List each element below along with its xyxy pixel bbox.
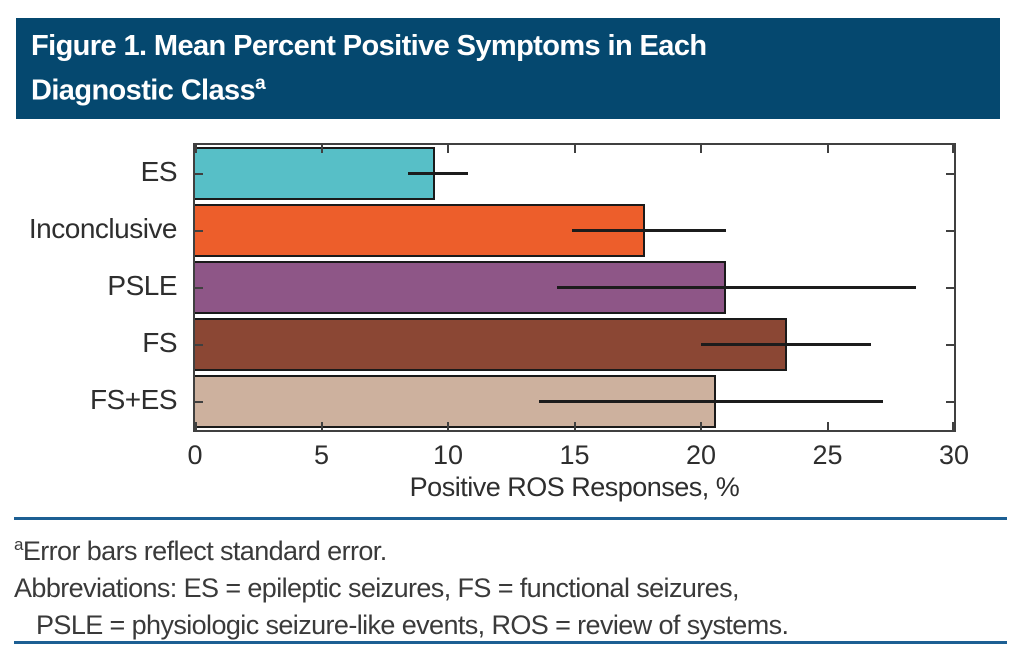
- x-tick-label-0: 0: [187, 440, 203, 470]
- figure-title: Figure 1. Mean Percent Positive Symptoms…: [31, 27, 985, 110]
- x-tick: [195, 145, 197, 153]
- error-bar-es: [407, 172, 469, 175]
- y-axis-label-psle: PSLE: [107, 269, 177, 301]
- x-tick: [447, 422, 449, 430]
- x-axis-title: Positive ROS Responses, %: [409, 472, 740, 502]
- y-tick: [946, 229, 954, 232]
- x-tick: [700, 422, 702, 430]
- y-axis-label-fs: FS: [142, 326, 177, 358]
- bar-fs: [195, 318, 788, 371]
- bar-chart: ES Inconclusive PSLE FS FS+ES 0 5 10 15 20 25 30 P…: [0, 143, 970, 502]
- footnotes: aError bars reflect standard error. Abbr…: [14, 526, 1007, 644]
- x-tick: [826, 145, 829, 153]
- bar-inconclusive: [195, 204, 646, 257]
- x-tick: [573, 422, 576, 430]
- x-tick: [195, 422, 197, 430]
- x-tick-label-25: 25: [812, 440, 843, 470]
- y-tick: [195, 343, 203, 346]
- error-bar-fs-plus-es: [539, 400, 884, 403]
- error-bar-fs: [701, 343, 871, 346]
- x-tick-label-20: 20: [685, 440, 717, 470]
- figure-title-line2: Diagnostic Classa: [31, 73, 266, 107]
- x-tick: [952, 422, 954, 430]
- y-axis-label-inconclusive: Inconclusive: [28, 212, 178, 244]
- footnote-divider-bottom: [14, 641, 1007, 644]
- x-tick-label-30: 30: [938, 440, 970, 470]
- x-tick: [700, 145, 702, 153]
- x-tick: [320, 422, 323, 430]
- x-tick: [573, 145, 576, 153]
- figure-title-line1: Figure 1. Mean Percent Positive Symptoms…: [31, 30, 707, 62]
- y-tick: [195, 286, 203, 289]
- error-bar-inconclusive: [571, 229, 727, 232]
- figure-title-banner: Figure 1. Mean Percent Positive Symptoms…: [16, 18, 1000, 119]
- error-bar-psle: [556, 286, 917, 289]
- y-axis-label-fs-plus-es: FS+ES: [90, 383, 177, 415]
- plot-area: [193, 143, 956, 432]
- x-tick: [826, 422, 829, 430]
- x-tick: [952, 145, 954, 153]
- footnote-abbreviations-line1: Abbreviations: ES = epileptic seizures, …: [14, 573, 739, 603]
- y-tick: [195, 400, 203, 403]
- x-tick-label-10: 10: [432, 440, 464, 470]
- bar-es: [195, 147, 436, 200]
- footnote-abbreviations-line2: PSLE = physiologic seizure-like events, …: [36, 610, 789, 640]
- x-tick: [447, 145, 449, 153]
- footnote-marker: a: [14, 535, 23, 554]
- y-tick: [946, 286, 954, 289]
- y-axis-labels: ES Inconclusive PSLE FS FS+ES: [0, 143, 185, 432]
- y-tick: [946, 343, 954, 346]
- x-tick: [320, 145, 323, 153]
- y-tick: [195, 172, 203, 175]
- footnote-divider-top: [14, 517, 1007, 520]
- footnote-error-bars: aError bars reflect standard error.: [14, 535, 387, 566]
- y-axis-label-es: ES: [140, 155, 178, 187]
- title-footnote-marker: a: [255, 73, 266, 94]
- x-tick-label-15: 15: [559, 440, 590, 470]
- y-tick: [946, 400, 954, 403]
- y-tick: [946, 172, 954, 175]
- x-tick-label-5: 5: [313, 440, 330, 470]
- y-tick: [195, 229, 203, 232]
